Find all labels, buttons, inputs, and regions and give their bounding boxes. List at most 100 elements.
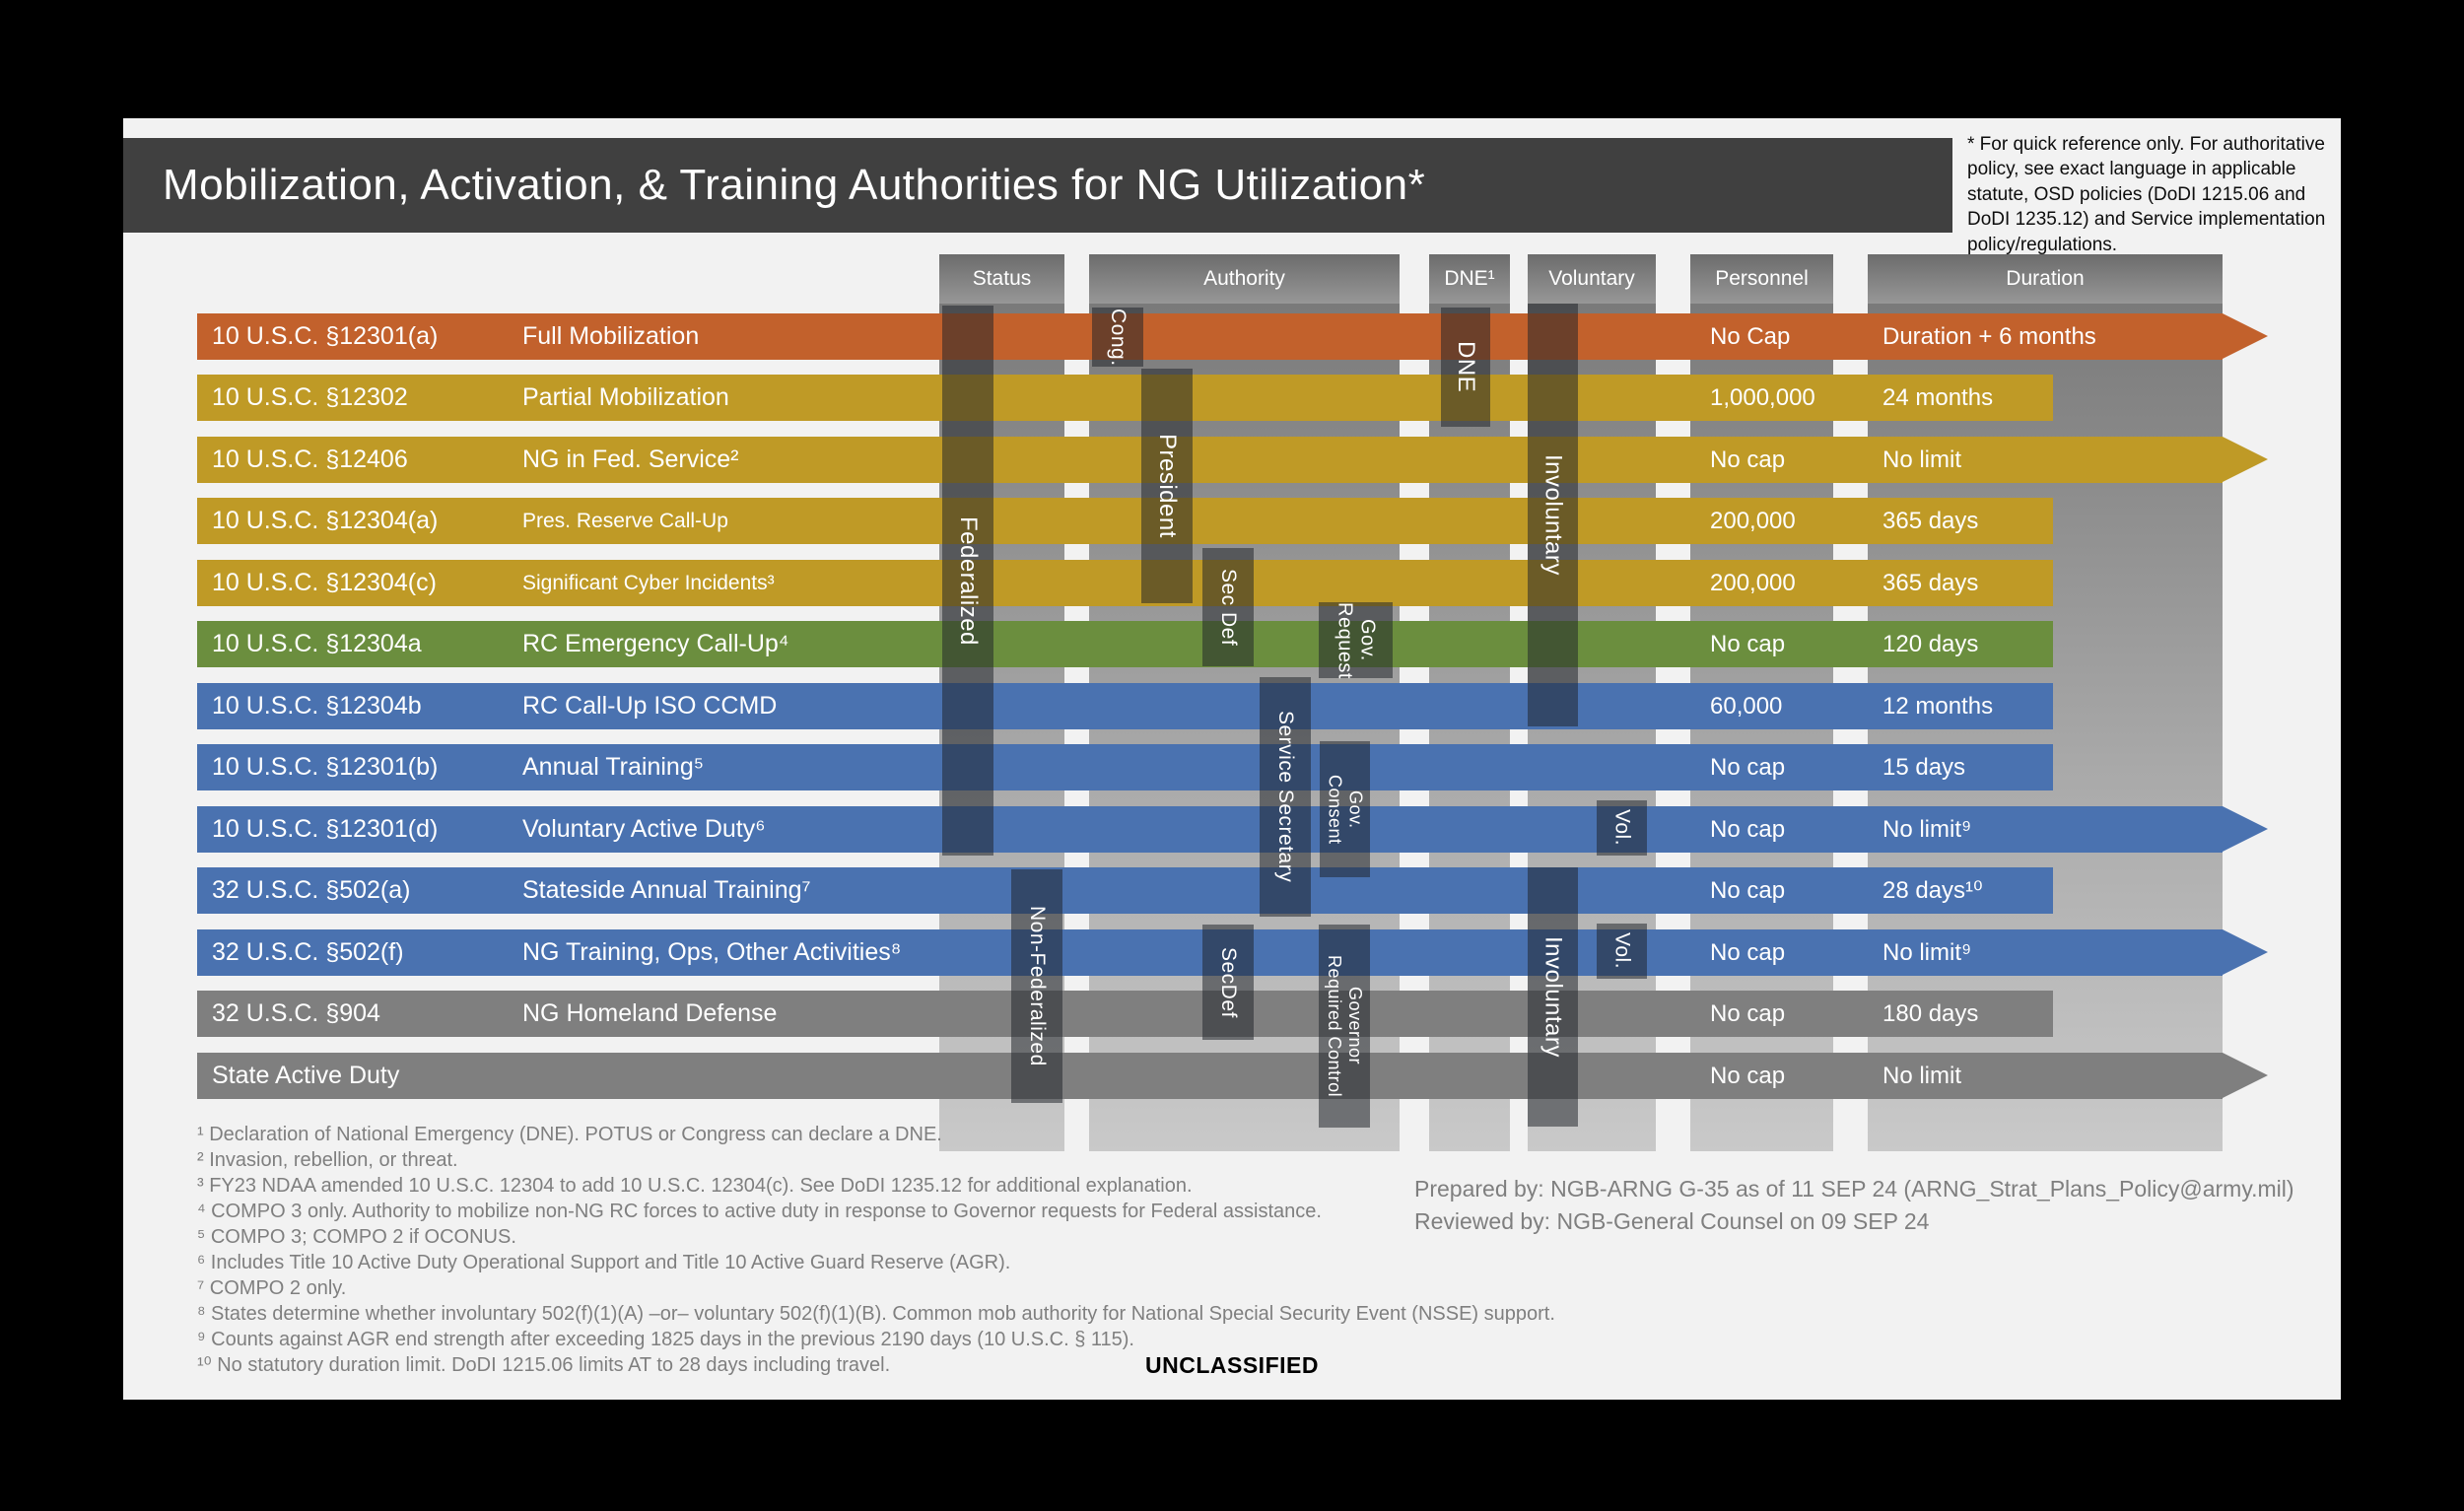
row-personnel: 200,000 — [1710, 570, 1796, 596]
overlay-vol-lower: Vol. — [1597, 924, 1647, 979]
row-duration: 180 days — [1882, 1000, 1979, 1027]
row-duration: No limit⁹ — [1882, 816, 1972, 843]
column-header-authority: Authority — [1089, 254, 1400, 304]
row-statute: 32 U.S.C. §502(a) — [212, 876, 411, 904]
row-partial-mobilization: 10 U.S.C. §12302 Partial Mobilization 1,… — [197, 375, 2053, 421]
row-personnel: No cap — [1710, 1000, 1786, 1027]
row-program: Partial Mobilization — [522, 383, 729, 411]
row-statute: 10 U.S.C. §12301(b) — [212, 753, 439, 781]
classification-banner: UNCLASSIFIED — [1145, 1352, 1319, 1378]
row-program: NG Training, Ops, Other Activities⁸ — [522, 938, 902, 966]
row-duration: 365 days — [1882, 570, 1979, 596]
overlay-service-secretary: Service Secretary — [1260, 677, 1311, 917]
row-statute: 10 U.S.C. §12302 — [212, 383, 408, 411]
footnote-5: ⁵ COMPO 3; COMPO 2 if OCONUS. — [197, 1226, 516, 1248]
duration-extends-arrow-icon — [2223, 1053, 2268, 1098]
row-annual-training: 10 U.S.C. §12301(b) Annual Training⁵ No … — [197, 744, 2053, 790]
row-stateside-annual-training: 32 U.S.C. §502(a) Stateside Annual Train… — [197, 867, 2053, 914]
row-program: Stateside Annual Training⁷ — [522, 876, 811, 904]
row-pres-reserve-call-up: 10 U.S.C. §12304(a) Pres. Reserve Call-U… — [197, 498, 2053, 544]
row-program: NG Homeland Defense — [522, 999, 778, 1027]
footnote-10: ¹⁰ No statutory duration limit. DoDI 121… — [197, 1354, 891, 1376]
row-full-mobilization: 10 U.S.C. §12301(a) Full Mobilization No… — [197, 313, 2268, 360]
footnote-1: ¹ Declaration of National Emergency (DNE… — [197, 1124, 942, 1145]
row-personnel: No cap — [1710, 877, 1786, 904]
footnote-3: ³ FY23 NDAA amended 10 U.S.C. 12304 to a… — [197, 1175, 1193, 1197]
row-statute: 32 U.S.C. §502(f) — [212, 938, 404, 966]
row-ng-in-fed-service: 10 U.S.C. §12406 NG in Fed. Service² No … — [197, 437, 2268, 483]
overlay-congress: Cong. — [1092, 308, 1143, 367]
row-statute: 10 U.S.C. §12304(c) — [212, 569, 437, 596]
row-personnel: No cap — [1710, 939, 1786, 966]
row-program: Full Mobilization — [522, 322, 700, 350]
footnote-6: ⁶ Includes Title 10 Active Duty Operatio… — [197, 1252, 1011, 1273]
row-personnel: 200,000 — [1710, 508, 1796, 534]
title-bar: Mobilization, Activation, & Training Aut… — [123, 138, 1952, 233]
row-voluntary-active-duty: 10 U.S.C. §12301(d) Voluntary Active Dut… — [197, 806, 2268, 853]
credits: Prepared by: NGB-ARNG G-35 as of 11 SEP … — [1414, 1173, 2294, 1238]
row-duration: No limit — [1882, 446, 1962, 473]
overlay-non-federalized: Non-Federalized — [1011, 869, 1062, 1103]
column-header-duration: Duration — [1868, 254, 2223, 304]
overlay-gov-consent: Gov. Consent — [1320, 741, 1370, 877]
reference-note: * For quick reference only. For authorit… — [1967, 134, 2326, 255]
footnotes: ¹ Declaration of National Emergency (DNE… — [197, 1122, 1555, 1378]
row-rc-emergency-call-up: 10 U.S.C. §12304a RC Emergency Call-Up⁴ … — [197, 621, 2053, 667]
row-personnel: No Cap — [1710, 323, 1791, 350]
row-personnel: No cap — [1710, 446, 1786, 473]
overlay-gov-request: Gov. Request — [1319, 602, 1393, 679]
row-program: Significant Cyber Incidents³ — [522, 572, 775, 594]
duration-extends-arrow-icon — [2223, 929, 2268, 975]
footnote-9: ⁹ Counts against AGR end strength after … — [197, 1329, 1134, 1350]
column-header-voluntary: Voluntary — [1528, 254, 1656, 304]
row-program: Pres. Reserve Call-Up — [522, 510, 728, 532]
footnote-8: ⁸ States determine whether involuntary 5… — [197, 1303, 1555, 1325]
row-statute: 10 U.S.C. §12301(d) — [212, 815, 439, 843]
duration-extends-arrow-icon — [2223, 806, 2268, 852]
row-statute: 32 U.S.C. §904 — [212, 999, 380, 1027]
prepared-by: Prepared by: NGB-ARNG G-35 as of 11 SEP … — [1414, 1176, 2294, 1202]
row-duration: 365 days — [1882, 508, 1979, 534]
overlay-president: President — [1141, 369, 1193, 603]
row-duration: 28 days¹⁰ — [1882, 877, 1983, 904]
overlay-sec-def-lower: SecDef — [1202, 925, 1254, 1040]
reviewed-by: Reviewed by: NGB-General Counsel on 09 S… — [1414, 1208, 1930, 1234]
row-personnel: No cap — [1710, 816, 1786, 843]
row-program: RC Call-Up ISO CCMD — [522, 692, 778, 720]
column-header-dne: DNE¹ — [1429, 254, 1510, 304]
row-rc-call-up-iso-ccmd: 10 U.S.C. §12304b RC Call-Up ISO CCMD 60… — [197, 683, 2053, 729]
footnote-2: ² Invasion, rebellion, or threat. — [197, 1149, 458, 1171]
row-program: Annual Training⁵ — [522, 753, 705, 781]
row-duration: 120 days — [1882, 631, 1979, 657]
row-personnel: No cap — [1710, 1063, 1786, 1089]
overlay-federalized: Federalized — [942, 306, 993, 856]
row-personnel: 60,000 — [1710, 693, 1783, 720]
overlay-vol-upper: Vol. — [1597, 800, 1647, 856]
page-title: Mobilization, Activation, & Training Aut… — [163, 161, 1426, 209]
row-program: RC Emergency Call-Up⁴ — [522, 630, 789, 657]
row-statute: State Active Duty — [212, 1062, 400, 1089]
row-statute: 10 U.S.C. §12304b — [212, 692, 422, 720]
column-header-personnel: Personnel — [1690, 254, 1833, 304]
overlay-involuntary-upper: Involuntary — [1528, 304, 1578, 726]
overlay-sec-def-upper: Sec Def — [1202, 548, 1254, 666]
row-state-active-duty: State Active Duty No cap No limit — [197, 1053, 2268, 1099]
row-significant-cyber-incidents: 10 U.S.C. §12304(c) Significant Cyber In… — [197, 560, 2053, 606]
overlay-dne: DNE — [1441, 308, 1490, 427]
row-program: Voluntary Active Duty⁶ — [522, 815, 766, 843]
footnote-7: ⁷ COMPO 2 only. — [197, 1277, 347, 1299]
overlay-governor-required-control: Governor Required Control — [1319, 925, 1370, 1128]
row-duration: 12 months — [1882, 693, 1994, 720]
row-statute: 10 U.S.C. §12406 — [212, 446, 408, 473]
row-duration: Duration + 6 months — [1882, 323, 2096, 350]
row-personnel: No cap — [1710, 631, 1786, 657]
row-personnel: 1,000,000 — [1710, 384, 1815, 411]
row-program: NG in Fed. Service² — [522, 446, 739, 473]
overlay-involuntary-lower: Involuntary — [1528, 867, 1578, 1127]
row-ng-homeland-defense: 32 U.S.C. §904 NG Homeland Defense No ca… — [197, 991, 2053, 1037]
row-personnel: No cap — [1710, 754, 1786, 781]
row-duration: 24 months — [1882, 384, 1994, 411]
duration-extends-arrow-icon — [2223, 437, 2268, 482]
duration-extends-arrow-icon — [2223, 313, 2268, 359]
